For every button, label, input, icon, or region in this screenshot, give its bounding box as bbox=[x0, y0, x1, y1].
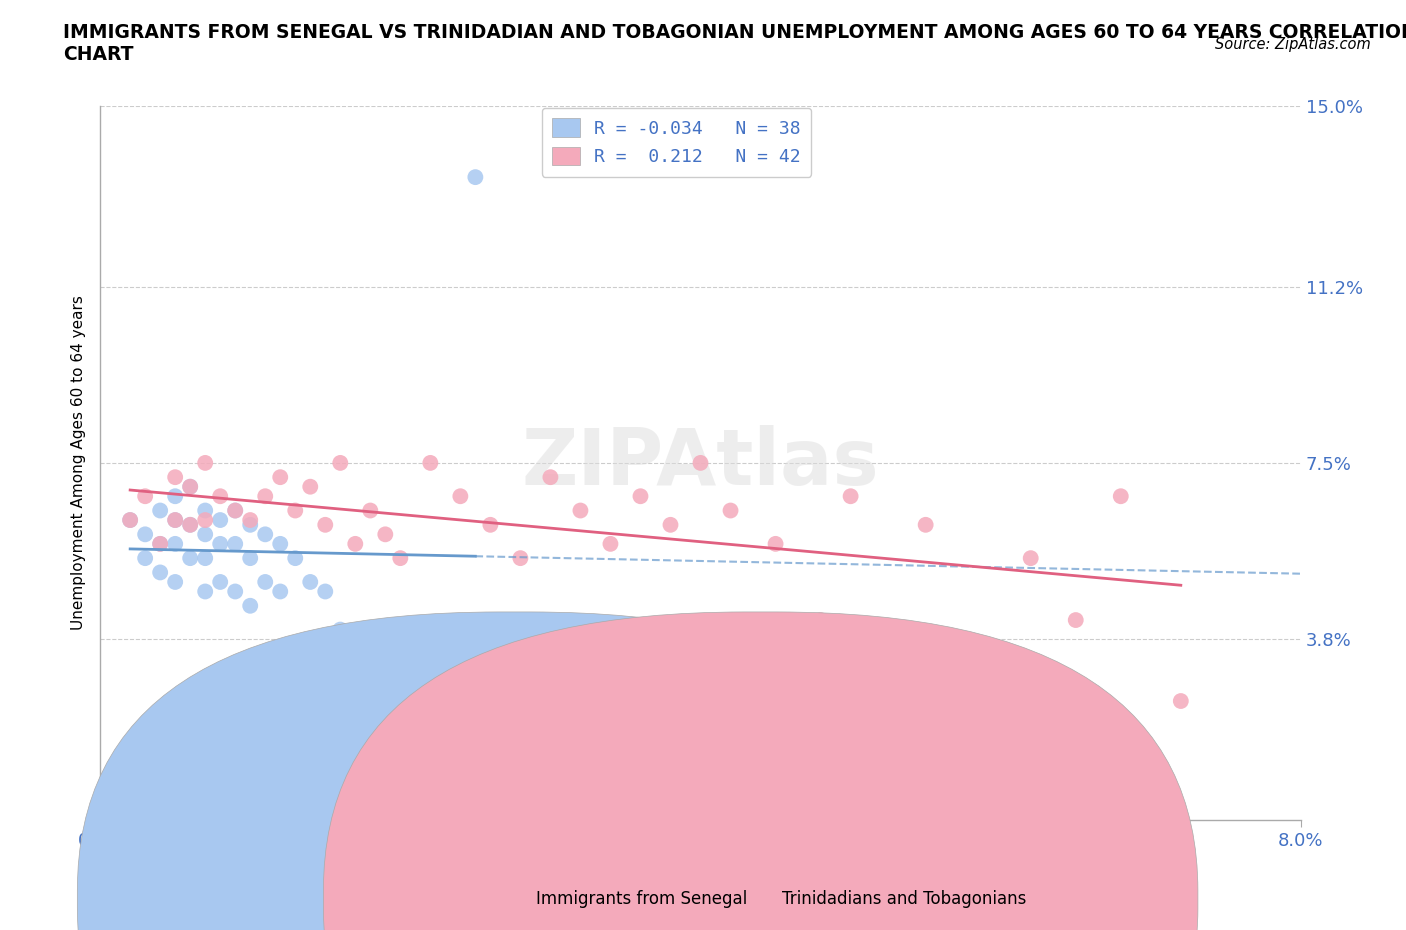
Point bbox=[569, 503, 592, 518]
Point bbox=[1109, 489, 1132, 504]
Point bbox=[165, 512, 187, 527]
Point bbox=[120, 512, 142, 527]
Point bbox=[914, 517, 936, 532]
Point bbox=[194, 512, 217, 527]
Text: Source: ZipAtlas.com: Source: ZipAtlas.com bbox=[1215, 37, 1371, 52]
Point bbox=[329, 622, 352, 637]
Point bbox=[464, 169, 486, 184]
Point bbox=[149, 503, 172, 518]
Point bbox=[239, 551, 262, 565]
Point bbox=[959, 646, 981, 661]
Point bbox=[630, 489, 652, 504]
Point bbox=[239, 598, 262, 613]
Point bbox=[149, 565, 172, 580]
Point bbox=[224, 537, 246, 551]
Point bbox=[165, 537, 187, 551]
Point bbox=[179, 517, 201, 532]
Point bbox=[284, 503, 307, 518]
Point bbox=[509, 551, 531, 565]
Legend: R = -0.034   N = 38, R =  0.212   N = 42: R = -0.034 N = 38, R = 0.212 N = 42 bbox=[541, 108, 811, 177]
Point bbox=[165, 575, 187, 590]
Point bbox=[479, 517, 502, 532]
Point bbox=[269, 584, 291, 599]
Point bbox=[449, 489, 471, 504]
Point bbox=[419, 694, 441, 709]
Point bbox=[209, 489, 232, 504]
Point bbox=[374, 527, 396, 542]
Point bbox=[299, 575, 322, 590]
Point bbox=[254, 527, 277, 542]
Point bbox=[839, 489, 862, 504]
Point bbox=[224, 503, 246, 518]
Point bbox=[689, 456, 711, 471]
Point bbox=[179, 551, 201, 565]
Point bbox=[149, 537, 172, 551]
Point bbox=[314, 584, 336, 599]
Point bbox=[344, 537, 367, 551]
Point bbox=[165, 512, 187, 527]
Point bbox=[254, 575, 277, 590]
Y-axis label: Unemployment Among Ages 60 to 64 years: Unemployment Among Ages 60 to 64 years bbox=[72, 296, 86, 631]
Point bbox=[194, 503, 217, 518]
Point bbox=[329, 456, 352, 471]
Point bbox=[299, 479, 322, 494]
Point bbox=[179, 517, 201, 532]
Point bbox=[194, 584, 217, 599]
Point bbox=[194, 456, 217, 471]
Text: IMMIGRANTS FROM SENEGAL VS TRINIDADIAN AND TOBAGONIAN UNEMPLOYMENT AMONG AGES 60: IMMIGRANTS FROM SENEGAL VS TRINIDADIAN A… bbox=[63, 23, 1406, 64]
Point bbox=[765, 537, 787, 551]
Point bbox=[599, 537, 621, 551]
Point bbox=[209, 512, 232, 527]
Point bbox=[134, 489, 156, 504]
Point bbox=[284, 551, 307, 565]
Point bbox=[720, 503, 742, 518]
Point bbox=[538, 470, 561, 485]
Point bbox=[149, 537, 172, 551]
Point bbox=[810, 613, 832, 628]
Point bbox=[209, 537, 232, 551]
Point bbox=[224, 503, 246, 518]
Point bbox=[1019, 551, 1042, 565]
Point bbox=[209, 575, 232, 590]
Point bbox=[389, 670, 412, 684]
Text: Immigrants from Senegal: Immigrants from Senegal bbox=[536, 890, 747, 909]
Point bbox=[419, 456, 441, 471]
Point bbox=[179, 479, 201, 494]
Point bbox=[165, 489, 187, 504]
Point bbox=[269, 537, 291, 551]
Point bbox=[269, 470, 291, 485]
Point bbox=[254, 489, 277, 504]
Point bbox=[359, 646, 381, 661]
Point bbox=[314, 517, 336, 532]
Point bbox=[134, 551, 156, 565]
Text: ZIPAtlas: ZIPAtlas bbox=[522, 425, 879, 501]
Point bbox=[239, 512, 262, 527]
Point bbox=[659, 517, 682, 532]
Point bbox=[179, 479, 201, 494]
Point bbox=[134, 527, 156, 542]
Point bbox=[194, 551, 217, 565]
Point bbox=[165, 470, 187, 485]
Point bbox=[239, 517, 262, 532]
Text: Trinidadians and Tobagonians: Trinidadians and Tobagonians bbox=[782, 890, 1026, 909]
Point bbox=[359, 503, 381, 518]
Point bbox=[389, 551, 412, 565]
Point bbox=[120, 512, 142, 527]
Point bbox=[224, 584, 246, 599]
Point bbox=[1064, 613, 1087, 628]
Point bbox=[1170, 694, 1192, 709]
Point bbox=[194, 527, 217, 542]
